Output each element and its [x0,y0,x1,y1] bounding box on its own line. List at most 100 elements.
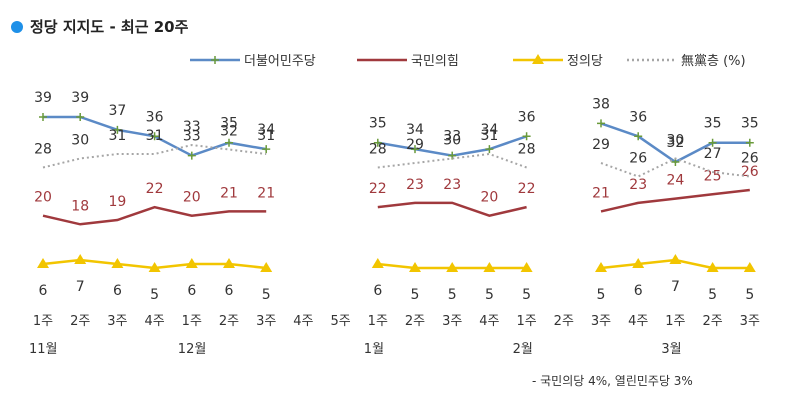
x-tick-label: 1주 [516,314,536,329]
series-1-line-1 [377,201,527,218]
series-1-data-label: 22 [518,181,536,197]
series-2-data-label: 5 [597,287,606,303]
series-2-data-label: 5 [745,287,754,303]
series-0-data-label: 33 [443,129,461,145]
x-tick-label: 3주 [442,314,462,329]
x-tick-label: 4주 [144,314,164,329]
legend-label-0: 더불어민주당 [244,54,316,69]
series-1-line-2 [600,188,750,213]
series-2-data-label: 6 [634,283,643,299]
series-2-data-label: 5 [485,287,494,303]
series-0-point [485,145,494,154]
series-2-point [223,258,235,268]
series-3-data-label: 28 [518,142,536,158]
series-1-data-label: 21 [257,185,275,201]
x-tick-label: 2주 [70,314,90,329]
series-2-data-label: 5 [522,287,531,303]
series-2-point [111,258,124,268]
month-label: 1월 [364,342,384,357]
series-2-data-label: 6 [225,283,234,299]
footnote: - 국민의당 4%, 열린민주당 3% [532,374,693,388]
series-3-data-label: 26 [629,151,647,167]
series-3-line-2 [600,157,750,178]
series-1-data-label: 23 [629,177,647,193]
month-label: 2월 [513,342,533,357]
series-2-point [446,262,459,272]
x-tick-label: 3주 [256,314,276,329]
series-0-data-label: 39 [34,90,52,106]
series-1-data-label: 23 [443,177,461,193]
series-0-point [113,125,122,134]
series-2-data-label: 5 [262,287,271,303]
series-0-point [150,132,159,141]
series-0-data-label: 36 [146,109,164,125]
series-2-data-label: 6 [39,283,48,299]
series-3-data-label: 28 [369,142,387,158]
series-0-point [187,151,196,160]
series-0-data-label: 33 [183,129,201,145]
series-2-data-label: 5 [708,287,717,303]
series-2-data-label: 5 [150,287,159,303]
series-0-point [708,138,717,147]
series-1-data-label: 22 [369,181,387,197]
series-0-data-label: 35 [369,116,387,132]
series-0-data-label: 32 [666,135,684,151]
series-3-data-label: 31 [146,128,164,144]
x-tick-label: 1주 [368,314,388,329]
series-2-point [409,262,421,272]
x-tick-label: 2주 [702,314,722,329]
series-0-data-label: 38 [592,96,610,112]
series-1-data-label: 25 [704,168,722,184]
series-0-data-label: 34 [257,122,275,138]
series-3-data-label: 29 [592,137,610,153]
series-3-data-label: 30 [71,133,89,149]
series-0-data-label: 35 [741,116,759,132]
series-0-point [225,138,233,147]
x-tick-label: 2주 [554,314,574,329]
series-2-point [185,258,198,268]
x-tick-label: 3주 [107,314,127,329]
series-1-data-label: 21 [220,185,238,201]
x-tick-label: 1주 [665,314,685,329]
series-2-point [632,258,645,268]
series-1-data-label: 20 [34,190,52,206]
series-0-data-label: 39 [71,90,89,106]
month-label: 12월 [178,342,207,357]
series-0-data-label: 35 [220,116,238,132]
series-3-data-label: 28 [34,142,52,158]
series-0-point [522,132,531,141]
series-2-data-label: 6 [187,283,196,299]
series-0-point [597,119,605,128]
legend-marker-0 [211,56,219,64]
series-3-data-label: 27 [704,146,722,162]
series-1-data-label: 18 [71,198,89,214]
series-3: 28 30 31 31 33 32 31 28 29 30 31 28 29 26 30 27 26 [34,119,759,178]
series-0-data-label: 34 [480,122,498,138]
series-1-data-label: 20 [480,190,498,206]
x-tick-label: 5주 [330,314,350,329]
series-1-data-label: 26 [741,164,759,180]
series-2-point [595,262,607,272]
series-2-point [371,258,384,268]
series-2-data-label: 7 [76,279,85,295]
series-0-point [39,113,47,121]
x-axis: 1주 2주 3주 4주 1주 2주 3주 4주 5주 1주 2주 3주 4주 1주 2주 3주 4주 1주 2주 3주… [29,314,760,357]
series-3-data-label: 29 [406,137,424,153]
series-0-point [448,151,457,160]
series-2-point [706,262,719,272]
series-0-point [411,145,419,154]
month-label: 3월 [661,342,681,357]
series-2-data-label: 5 [448,287,457,303]
series-2-point [37,258,49,268]
month-label: 11월 [29,342,58,357]
series-0-data-label: 37 [108,103,126,119]
series-0-point [634,132,643,141]
series-1-line-0 [42,205,267,226]
series-0-data-label: 34 [406,122,424,138]
series-2-point [260,262,273,272]
series-2-data-label: 6 [113,283,122,299]
x-tick-label: 4주 [628,314,648,329]
series-0-data-label: 36 [518,109,536,125]
